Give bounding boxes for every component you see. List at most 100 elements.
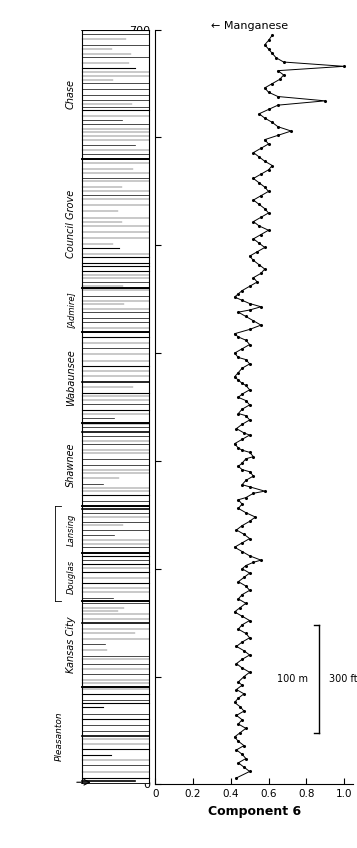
Point (247, 465, 252, 478)
Point (239, 661, 245, 675)
Point (239, 432, 245, 446)
Point (258, 300, 264, 314)
Point (275, 64, 281, 77)
Point (247, 297, 252, 310)
Point (239, 284, 245, 298)
Point (243, 751, 249, 765)
Point (251, 146, 256, 159)
Bar (81, 159, 149, 288)
Point (243, 452, 249, 466)
Point (239, 653, 245, 667)
Point (258, 142, 264, 155)
Point (236, 717, 241, 731)
Point (232, 437, 237, 450)
Point (252, 510, 258, 524)
Point (273, 51, 279, 64)
Point (239, 403, 245, 416)
Point (237, 600, 243, 614)
Point (262, 111, 268, 125)
Point (239, 377, 245, 390)
Point (241, 670, 247, 683)
Point (241, 739, 247, 752)
Point (266, 185, 271, 198)
Point (243, 353, 249, 366)
Text: [Admire]: [Admire] (66, 292, 76, 328)
Text: Council Grove: Council Grove (66, 190, 76, 258)
Point (232, 370, 237, 383)
Point (233, 421, 239, 435)
Point (254, 276, 260, 289)
Point (243, 473, 249, 487)
Point (241, 427, 247, 440)
Point (239, 519, 245, 533)
Bar (81, 601, 149, 688)
Point (341, 59, 347, 73)
Text: Pleasanton: Pleasanton (55, 711, 64, 761)
Point (247, 445, 252, 459)
Point (256, 258, 262, 271)
Point (237, 726, 243, 739)
Point (256, 198, 262, 211)
Point (262, 38, 268, 52)
Point (243, 627, 249, 640)
Point (247, 631, 252, 644)
Point (239, 361, 245, 375)
Point (275, 98, 281, 112)
Point (251, 254, 256, 267)
Point (243, 310, 249, 323)
Point (236, 734, 241, 748)
Point (270, 47, 275, 60)
Point (236, 351, 241, 365)
Bar (81, 332, 149, 423)
Point (247, 666, 252, 679)
Point (239, 610, 245, 623)
Point (270, 115, 275, 129)
Point (247, 383, 252, 397)
Point (232, 290, 237, 304)
Point (243, 409, 249, 422)
Point (241, 644, 247, 657)
Point (277, 72, 283, 86)
Point (275, 120, 281, 133)
Point (239, 747, 245, 761)
Point (262, 202, 268, 215)
Point (237, 700, 243, 713)
Point (232, 346, 237, 360)
Point (232, 730, 237, 744)
Point (266, 42, 271, 56)
Point (270, 159, 275, 172)
Text: 300 ft: 300 ft (329, 674, 357, 683)
Point (247, 338, 252, 351)
Point (247, 583, 252, 597)
Point (236, 330, 241, 343)
Point (247, 428, 252, 442)
Point (239, 293, 245, 307)
Point (236, 592, 241, 605)
Point (247, 280, 252, 293)
Point (256, 150, 262, 164)
Point (251, 314, 256, 327)
Point (266, 137, 271, 151)
Bar (81, 688, 149, 784)
Point (236, 460, 241, 473)
Bar (81, 553, 149, 601)
Point (266, 206, 271, 220)
Point (236, 305, 241, 319)
Point (247, 765, 252, 778)
Point (275, 90, 281, 103)
Bar (81, 423, 149, 506)
Point (233, 771, 239, 784)
Point (241, 761, 247, 774)
Point (247, 304, 252, 317)
Point (239, 342, 245, 355)
Point (241, 527, 247, 541)
Point (236, 493, 241, 506)
Point (258, 167, 264, 181)
Point (258, 228, 264, 242)
Point (258, 210, 264, 224)
Point (251, 232, 256, 246)
Point (266, 86, 271, 99)
Point (233, 657, 239, 671)
Text: 100 m: 100 m (277, 674, 308, 683)
Point (232, 695, 237, 709)
